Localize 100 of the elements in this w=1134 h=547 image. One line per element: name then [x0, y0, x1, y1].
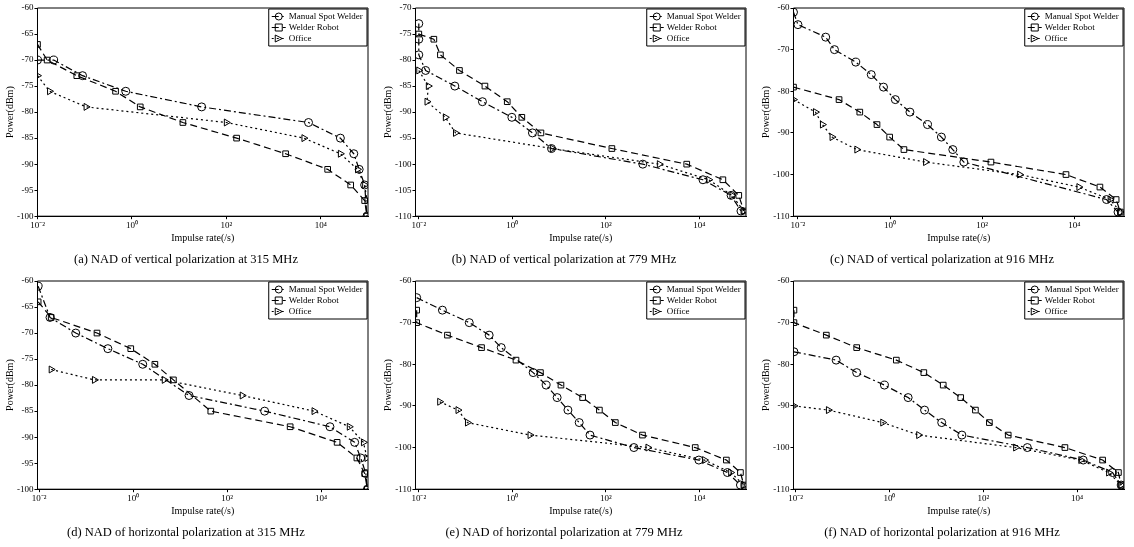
x-tick-label: 10⁻² [30, 219, 46, 230]
x-tick-label: 10² [221, 492, 234, 503]
text: (f) NAD of horizontal polarization at 916 MHz [824, 524, 1061, 539]
x-axis-title: Impulse rate(/s) [171, 231, 235, 244]
y-axis-title: Power(dBm) [759, 86, 772, 138]
text: (e) NAD of horizontal polarization at 779 MHz [445, 524, 683, 539]
y-tick-label: -100 [17, 210, 34, 221]
y-tick-label: -80 [399, 358, 412, 369]
legend-label: Welder Robot [1044, 22, 1096, 33]
x-tick-label: 10⁰ [506, 219, 519, 230]
y-tick-label: -80 [399, 54, 412, 65]
y-tick-label: -70 [777, 317, 790, 327]
y-tick-label: -100 [395, 158, 412, 169]
y-axis-title: Power(dBm) [381, 359, 394, 411]
x-tick-label: 10⁰ [127, 492, 140, 503]
text: (c) NAD of vertical polarization at 916 MHz [830, 251, 1055, 266]
y-tick-label: -75 [21, 353, 34, 364]
y-tick-label: -70 [777, 44, 790, 54]
y-tick-label: -85 [21, 132, 34, 143]
y-tick-label: -90 [777, 127, 790, 138]
y-tick-label: -95 [21, 457, 34, 468]
x-tick-label: 10⁻² [790, 219, 806, 230]
y-tick-label: -80 [21, 379, 34, 390]
legend-label: Office [288, 306, 312, 317]
x-tick-label: 10⁴ [693, 219, 706, 230]
legend-label: Manual Spot Welder [666, 284, 741, 295]
legend-label: Manual Spot Welder [288, 11, 363, 22]
y-tick-label: -100 [17, 483, 34, 494]
y-tick-label: -110 [773, 210, 790, 221]
x-tick-label: 10² [220, 219, 233, 230]
x-tick-label: 10² [599, 492, 612, 503]
legend-label: Office [1044, 33, 1068, 44]
y-tick-label: -85 [21, 405, 34, 416]
y-tick-label: -100 [773, 168, 790, 179]
x-tick-label: 10⁰ [884, 219, 897, 230]
y-tick-label: -90 [399, 106, 412, 117]
y-tick-label: -80 [777, 358, 790, 369]
legend-label: Welder Robot [288, 22, 340, 33]
legend-label: Office [1044, 306, 1068, 317]
x-tick-label: 10⁻² [411, 219, 427, 230]
x-tick-label: 10⁴ [693, 492, 706, 503]
legend-label: Office [666, 306, 690, 317]
x-tick-label: 10⁻² [31, 492, 47, 503]
y-tick-label: -70 [399, 317, 412, 327]
y-tick-label: -110 [773, 483, 790, 494]
y-tick-label: -60 [399, 275, 412, 286]
y-tick-label: -100 [395, 441, 412, 452]
y-tick-label: -60 [777, 2, 790, 13]
y-tick-label: -60 [21, 2, 34, 13]
y-tick-label: -75 [21, 80, 34, 91]
y-tick-label: -110 [395, 210, 412, 221]
y-tick-label: -100 [773, 441, 790, 452]
y-tick-label: -70 [21, 54, 34, 65]
y-tick-label: -65 [21, 28, 34, 39]
x-tick-label: 10² [599, 219, 612, 230]
x-axis-title: Impulse rate(/s) [927, 231, 991, 244]
x-axis-title: Impulse rate(/s) [171, 504, 235, 517]
y-tick-label: -110 [395, 483, 412, 494]
x-tick-label: 10² [976, 219, 989, 230]
x-tick-label: 10⁰ [125, 219, 138, 230]
legend-label: Manual Spot Welder [1044, 284, 1119, 295]
x-axis-title: Impulse rate(/s) [549, 504, 613, 517]
y-tick-label: -60 [777, 275, 790, 286]
text: (d) NAD of horizontal polarization at 315 MHz [67, 524, 306, 539]
x-tick-label: 10⁰ [883, 492, 896, 503]
text: (b) NAD of vertical polarization at 779 MHz [451, 251, 677, 266]
legend-label: Welder Robot [666, 22, 718, 33]
y-tick-label: -90 [21, 158, 34, 169]
y-tick-label: -95 [399, 132, 412, 143]
text: (a) NAD of vertical polarization at 315 MHz [74, 251, 299, 266]
y-tick-label: -90 [399, 400, 412, 411]
y-tick-label: -90 [21, 431, 34, 442]
legend-label: Welder Robot [666, 295, 718, 306]
legend-label: Manual Spot Welder [1044, 11, 1119, 22]
y-axis-title: Power(dBm) [3, 86, 16, 138]
x-tick-label: 10⁻² [788, 492, 804, 503]
x-tick-label: 10⁻² [411, 492, 427, 503]
legend-label: Manual Spot Welder [288, 284, 363, 295]
y-axis-title: Power(dBm) [381, 86, 394, 138]
y-tick-label: -85 [399, 80, 412, 91]
x-tick-label: 10⁴ [1071, 492, 1084, 503]
legend-label: Manual Spot Welder [666, 11, 741, 22]
y-tick-label: -65 [21, 301, 34, 312]
y-axis-title: Power(dBm) [759, 359, 772, 411]
x-axis-title: Impulse rate(/s) [927, 504, 991, 517]
y-tick-label: -80 [21, 106, 34, 117]
y-tick-label: -70 [21, 327, 34, 338]
x-tick-label: 10⁴ [314, 219, 327, 230]
x-axis-title: Impulse rate(/s) [549, 231, 613, 244]
x-tick-label: 10² [977, 492, 990, 503]
y-tick-label: -95 [21, 184, 34, 195]
legend-label: Office [666, 33, 690, 44]
x-tick-label: 10⁰ [506, 492, 519, 503]
legend-label: Welder Robot [288, 295, 340, 306]
y-tick-label: -60 [21, 275, 34, 286]
x-tick-label: 10⁴ [314, 492, 328, 503]
y-tick-label: -75 [399, 28, 412, 39]
x-tick-label: 10⁴ [1068, 219, 1081, 230]
y-tick-label: -90 [777, 400, 790, 411]
legend-label: Office [288, 33, 312, 44]
